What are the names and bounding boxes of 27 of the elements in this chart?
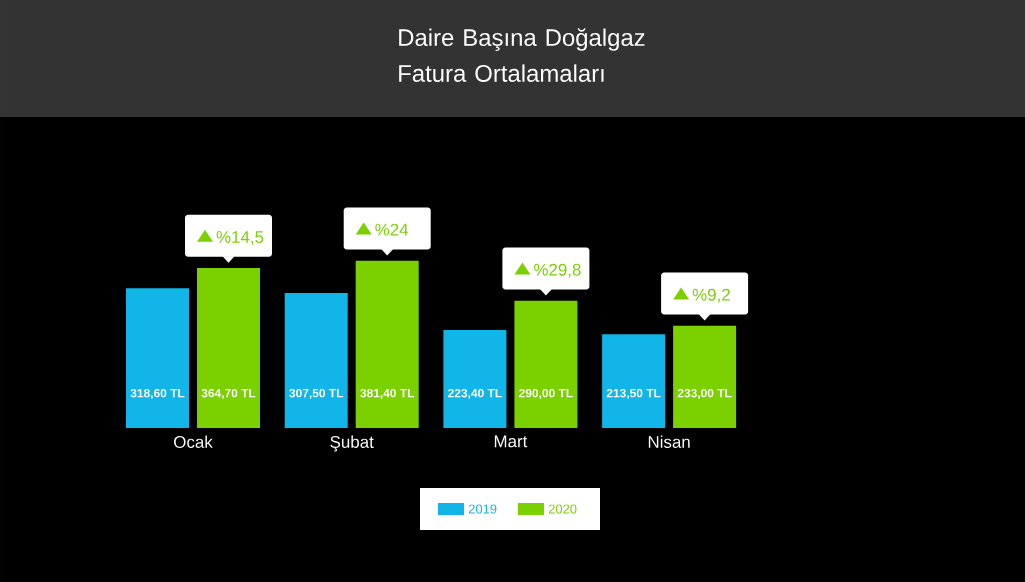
data-label: 233,00 TL	[677, 388, 732, 400]
x-tick-label: Nisan	[648, 435, 690, 448]
annotation: %24	[375, 223, 409, 236]
bar	[284, 293, 348, 428]
x-tick-label: Şubat	[330, 435, 374, 452]
legend-label: 2019	[468, 504, 497, 514]
annotation: %14,5	[216, 231, 264, 245]
data-label: 213,50 TL	[606, 388, 661, 400]
x-tick-label: Mart	[494, 435, 528, 448]
bar	[602, 334, 666, 428]
data-label: 290,00 TL	[519, 388, 573, 400]
chart-title: Daire Başına Doğalgaz Fatura Ortalamaları	[399, 28, 645, 82]
bar	[355, 260, 419, 428]
bar	[443, 329, 507, 428]
data-label: 307,50 TL	[289, 388, 344, 400]
x-tick-label: Ocak	[174, 435, 213, 448]
legend-label: 2020	[548, 504, 577, 514]
bar	[514, 300, 578, 428]
data-label: 364,70 TL	[201, 388, 256, 400]
bar	[197, 268, 261, 428]
bar	[673, 325, 737, 428]
annotation: %29,8	[534, 263, 581, 278]
data-label: 318,60 TL	[130, 388, 185, 400]
data-label: 381,40 TL	[360, 388, 415, 400]
data-label: 223,40 TL	[448, 388, 502, 400]
annotation: %9,2	[692, 288, 730, 303]
bar	[126, 288, 190, 428]
